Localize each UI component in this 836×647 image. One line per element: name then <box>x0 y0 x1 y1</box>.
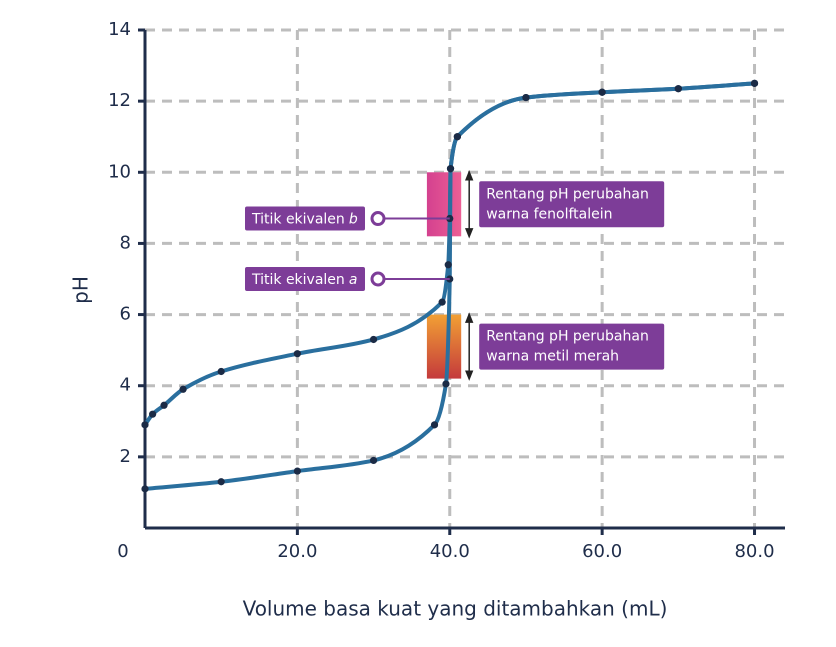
y-tick-label: 14 <box>108 19 131 40</box>
data-point <box>179 385 187 393</box>
annotation-text: Titik ekivalen <box>251 212 345 228</box>
y-tick-label: 2 <box>120 446 131 467</box>
data-point <box>430 421 439 429</box>
annotation-point <box>370 271 386 287</box>
range-label: Rentang pH perubahan <box>486 186 649 202</box>
y-tick-label: 4 <box>120 375 131 396</box>
data-point <box>293 350 301 358</box>
data-point <box>141 485 149 493</box>
y-tick-label: 12 <box>108 90 131 111</box>
range-label: warna metil merah <box>486 349 619 365</box>
y-axis-title: pH <box>69 276 93 304</box>
ph-range <box>426 172 462 237</box>
annotation-box <box>245 267 365 291</box>
annotation-letter: b <box>349 212 358 228</box>
data-point <box>444 261 452 269</box>
annotation-letter: a <box>349 272 358 288</box>
annotation-text: Titik ekivalen <box>251 272 345 288</box>
range-label-box <box>479 181 665 228</box>
x-tick-label: 0 <box>117 541 128 562</box>
data-point <box>160 401 168 409</box>
y-tick-label: 6 <box>120 304 131 325</box>
data-point <box>453 133 461 141</box>
data-point <box>674 85 682 93</box>
annotation-label: Titik ekivalen b <box>251 212 358 228</box>
data-point <box>442 380 450 388</box>
x-axis-title: Volume basa kuat yang ditambahkan (mL) <box>243 597 668 621</box>
annotation-label: Titik ekivalen a <box>251 272 357 288</box>
data-point <box>217 478 225 486</box>
data-point <box>369 335 378 344</box>
y-tick-label: 10 <box>108 161 131 182</box>
data-point <box>522 93 530 102</box>
x-tick-label: 80.0 <box>734 541 774 562</box>
range-label-box <box>479 323 665 370</box>
range-label: warna fenolftalein <box>486 206 612 222</box>
data-point <box>369 456 378 465</box>
data-point <box>149 410 157 418</box>
annotation-point <box>370 211 386 227</box>
data-point <box>446 165 455 173</box>
annotation-box <box>245 206 365 231</box>
data-point <box>217 367 225 376</box>
y-tick-label: 8 <box>120 232 131 253</box>
range-label: Rentang pH perubahan <box>486 329 649 345</box>
data-point <box>598 88 606 96</box>
data-point <box>293 467 301 475</box>
x-tick-label: 60.0 <box>582 541 622 562</box>
data-point <box>438 298 446 306</box>
x-tick-label: 20.0 <box>277 541 317 562</box>
data-point <box>141 421 149 429</box>
x-tick-label: 40.0 <box>430 541 470 562</box>
data-point <box>750 79 759 87</box>
ph-range <box>426 314 462 379</box>
